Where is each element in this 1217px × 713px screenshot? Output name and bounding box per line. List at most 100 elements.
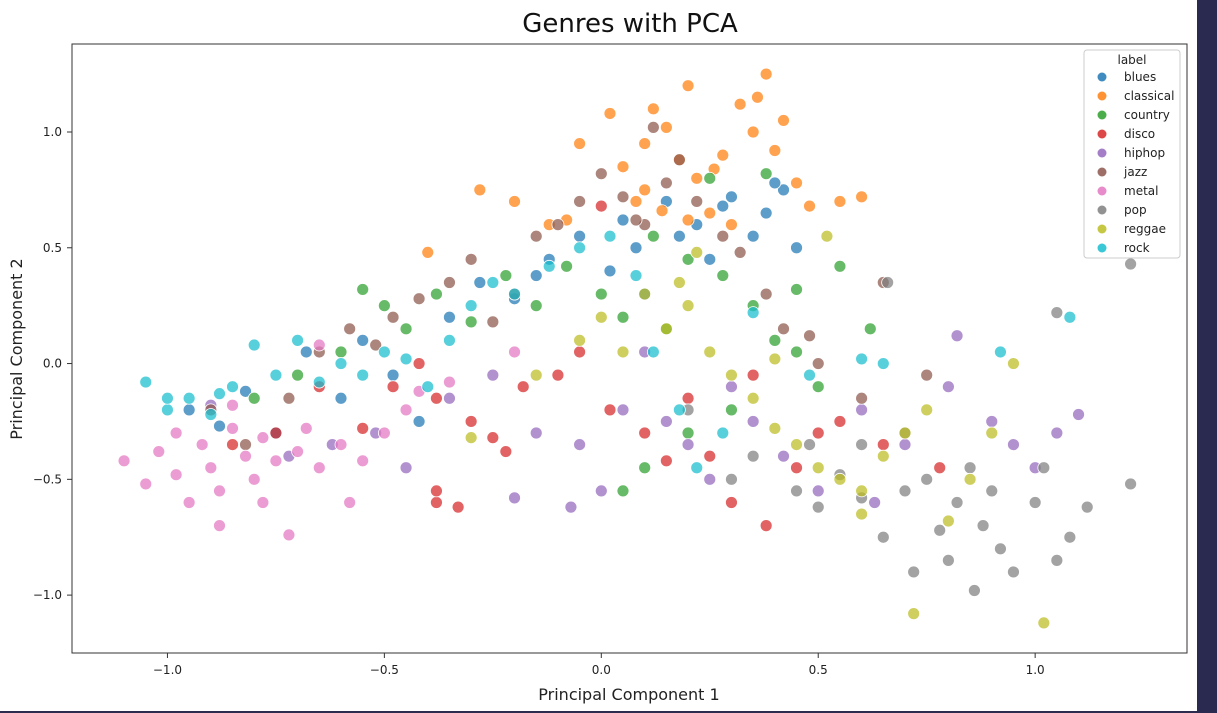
data-point-country <box>646 229 660 243</box>
data-point-country <box>811 380 825 394</box>
legend-marker-metal <box>1097 186 1107 196</box>
data-point-rock <box>139 375 153 389</box>
data-point-jazz <box>369 338 383 352</box>
y-tick-label: 0.0 <box>43 357 62 371</box>
data-point-jazz <box>412 292 426 306</box>
data-point-rock <box>486 276 500 289</box>
data-point-rock <box>508 287 521 301</box>
legend-label-reggae: reggae <box>1124 222 1166 236</box>
data-point-reggae <box>768 421 782 435</box>
data-point-rock <box>226 380 239 394</box>
data-point-disco <box>933 461 947 475</box>
data-point-blues <box>703 252 717 266</box>
data-point-classical <box>777 114 790 127</box>
data-point-metal <box>291 445 305 458</box>
data-point-hiphop <box>941 380 955 394</box>
data-point-rock <box>247 338 261 352</box>
x-tick-label: −1.0 <box>153 663 182 677</box>
data-point-reggae <box>464 431 478 445</box>
data-point-disco <box>594 199 608 213</box>
data-point-blues <box>443 310 456 324</box>
data-point-pop <box>1124 257 1137 271</box>
x-tick-label: 1.0 <box>1026 663 1045 677</box>
data-point-rock <box>182 391 196 405</box>
data-point-disco <box>486 431 500 445</box>
data-point-disco <box>356 421 370 435</box>
data-point-jazz <box>239 438 252 451</box>
data-point-pop <box>876 530 890 544</box>
data-point-disco <box>386 380 400 394</box>
data-point-blues <box>573 229 587 243</box>
data-point-jazz <box>529 229 543 243</box>
data-point-metal <box>312 338 326 352</box>
data-point-pop <box>725 472 738 486</box>
plot-area <box>71 43 1188 654</box>
legend-title: label <box>1117 53 1146 67</box>
data-point-disco <box>725 496 738 509</box>
legend-label-rock: rock <box>1124 241 1150 255</box>
data-point-blues <box>213 419 226 433</box>
data-point-classical <box>681 79 695 93</box>
data-point-rock <box>1063 310 1077 324</box>
x-tick-label: −0.5 <box>370 663 399 677</box>
data-point-metal <box>213 519 226 533</box>
data-point-jazz <box>759 287 773 301</box>
data-point-metal <box>399 403 413 417</box>
data-point-hiphop <box>681 438 695 451</box>
data-point-hiphop <box>725 380 738 394</box>
data-point-pop <box>985 484 999 498</box>
data-point-country <box>560 259 573 273</box>
data-point-pop <box>746 449 760 463</box>
data-point-rock <box>646 345 660 359</box>
data-point-classical <box>716 148 730 162</box>
data-point-disco <box>603 403 617 417</box>
data-point-jazz <box>733 246 747 259</box>
data-point-disco <box>638 426 652 440</box>
data-point-country <box>759 167 773 181</box>
data-point-classical <box>746 125 760 139</box>
data-point-hiphop <box>1050 426 1064 440</box>
data-point-metal <box>256 496 270 509</box>
data-point-pop <box>811 500 825 514</box>
data-point-pop <box>1037 461 1051 475</box>
data-point-rock <box>269 368 283 382</box>
data-point-pop <box>898 484 912 498</box>
data-point-reggae <box>876 449 890 463</box>
data-point-jazz <box>672 153 686 167</box>
data-point-blues <box>239 384 252 398</box>
data-point-classical <box>573 137 587 150</box>
data-point-hiphop <box>594 484 608 498</box>
data-point-reggae <box>790 438 803 451</box>
data-point-rock <box>542 259 556 273</box>
data-point-metal <box>117 454 131 468</box>
data-point-rock <box>377 345 391 359</box>
data-point-rock <box>994 345 1007 359</box>
legend-label-hiphop: hiphop <box>1124 146 1165 160</box>
data-point-metal <box>182 496 196 509</box>
data-point-jazz <box>659 176 673 190</box>
data-point-country <box>790 283 803 296</box>
data-point-country <box>638 461 652 475</box>
data-point-jazz <box>443 276 456 289</box>
legend-marker-classical <box>1097 91 1107 101</box>
data-point-blues <box>725 190 738 204</box>
data-point-reggae <box>985 426 999 440</box>
data-point-rock <box>421 380 435 394</box>
legend-marker-pop <box>1097 205 1107 215</box>
data-point-pop <box>855 438 869 451</box>
data-point-rock <box>876 357 890 370</box>
data-point-country <box>833 259 847 273</box>
data-point-reggae <box>820 229 834 243</box>
data-point-classical <box>751 90 764 104</box>
data-point-pop <box>1028 496 1042 509</box>
data-point-classical <box>833 195 847 208</box>
data-point-hiphop <box>564 500 578 514</box>
data-point-hiphop <box>573 438 587 451</box>
data-point-blues <box>716 199 730 213</box>
data-point-rock <box>312 375 326 389</box>
data-point-blues <box>386 368 400 382</box>
data-point-metal <box>443 375 456 389</box>
data-point-classical <box>681 213 695 227</box>
data-point-hiphop <box>950 329 964 343</box>
legend-label-country: country <box>1124 108 1170 122</box>
